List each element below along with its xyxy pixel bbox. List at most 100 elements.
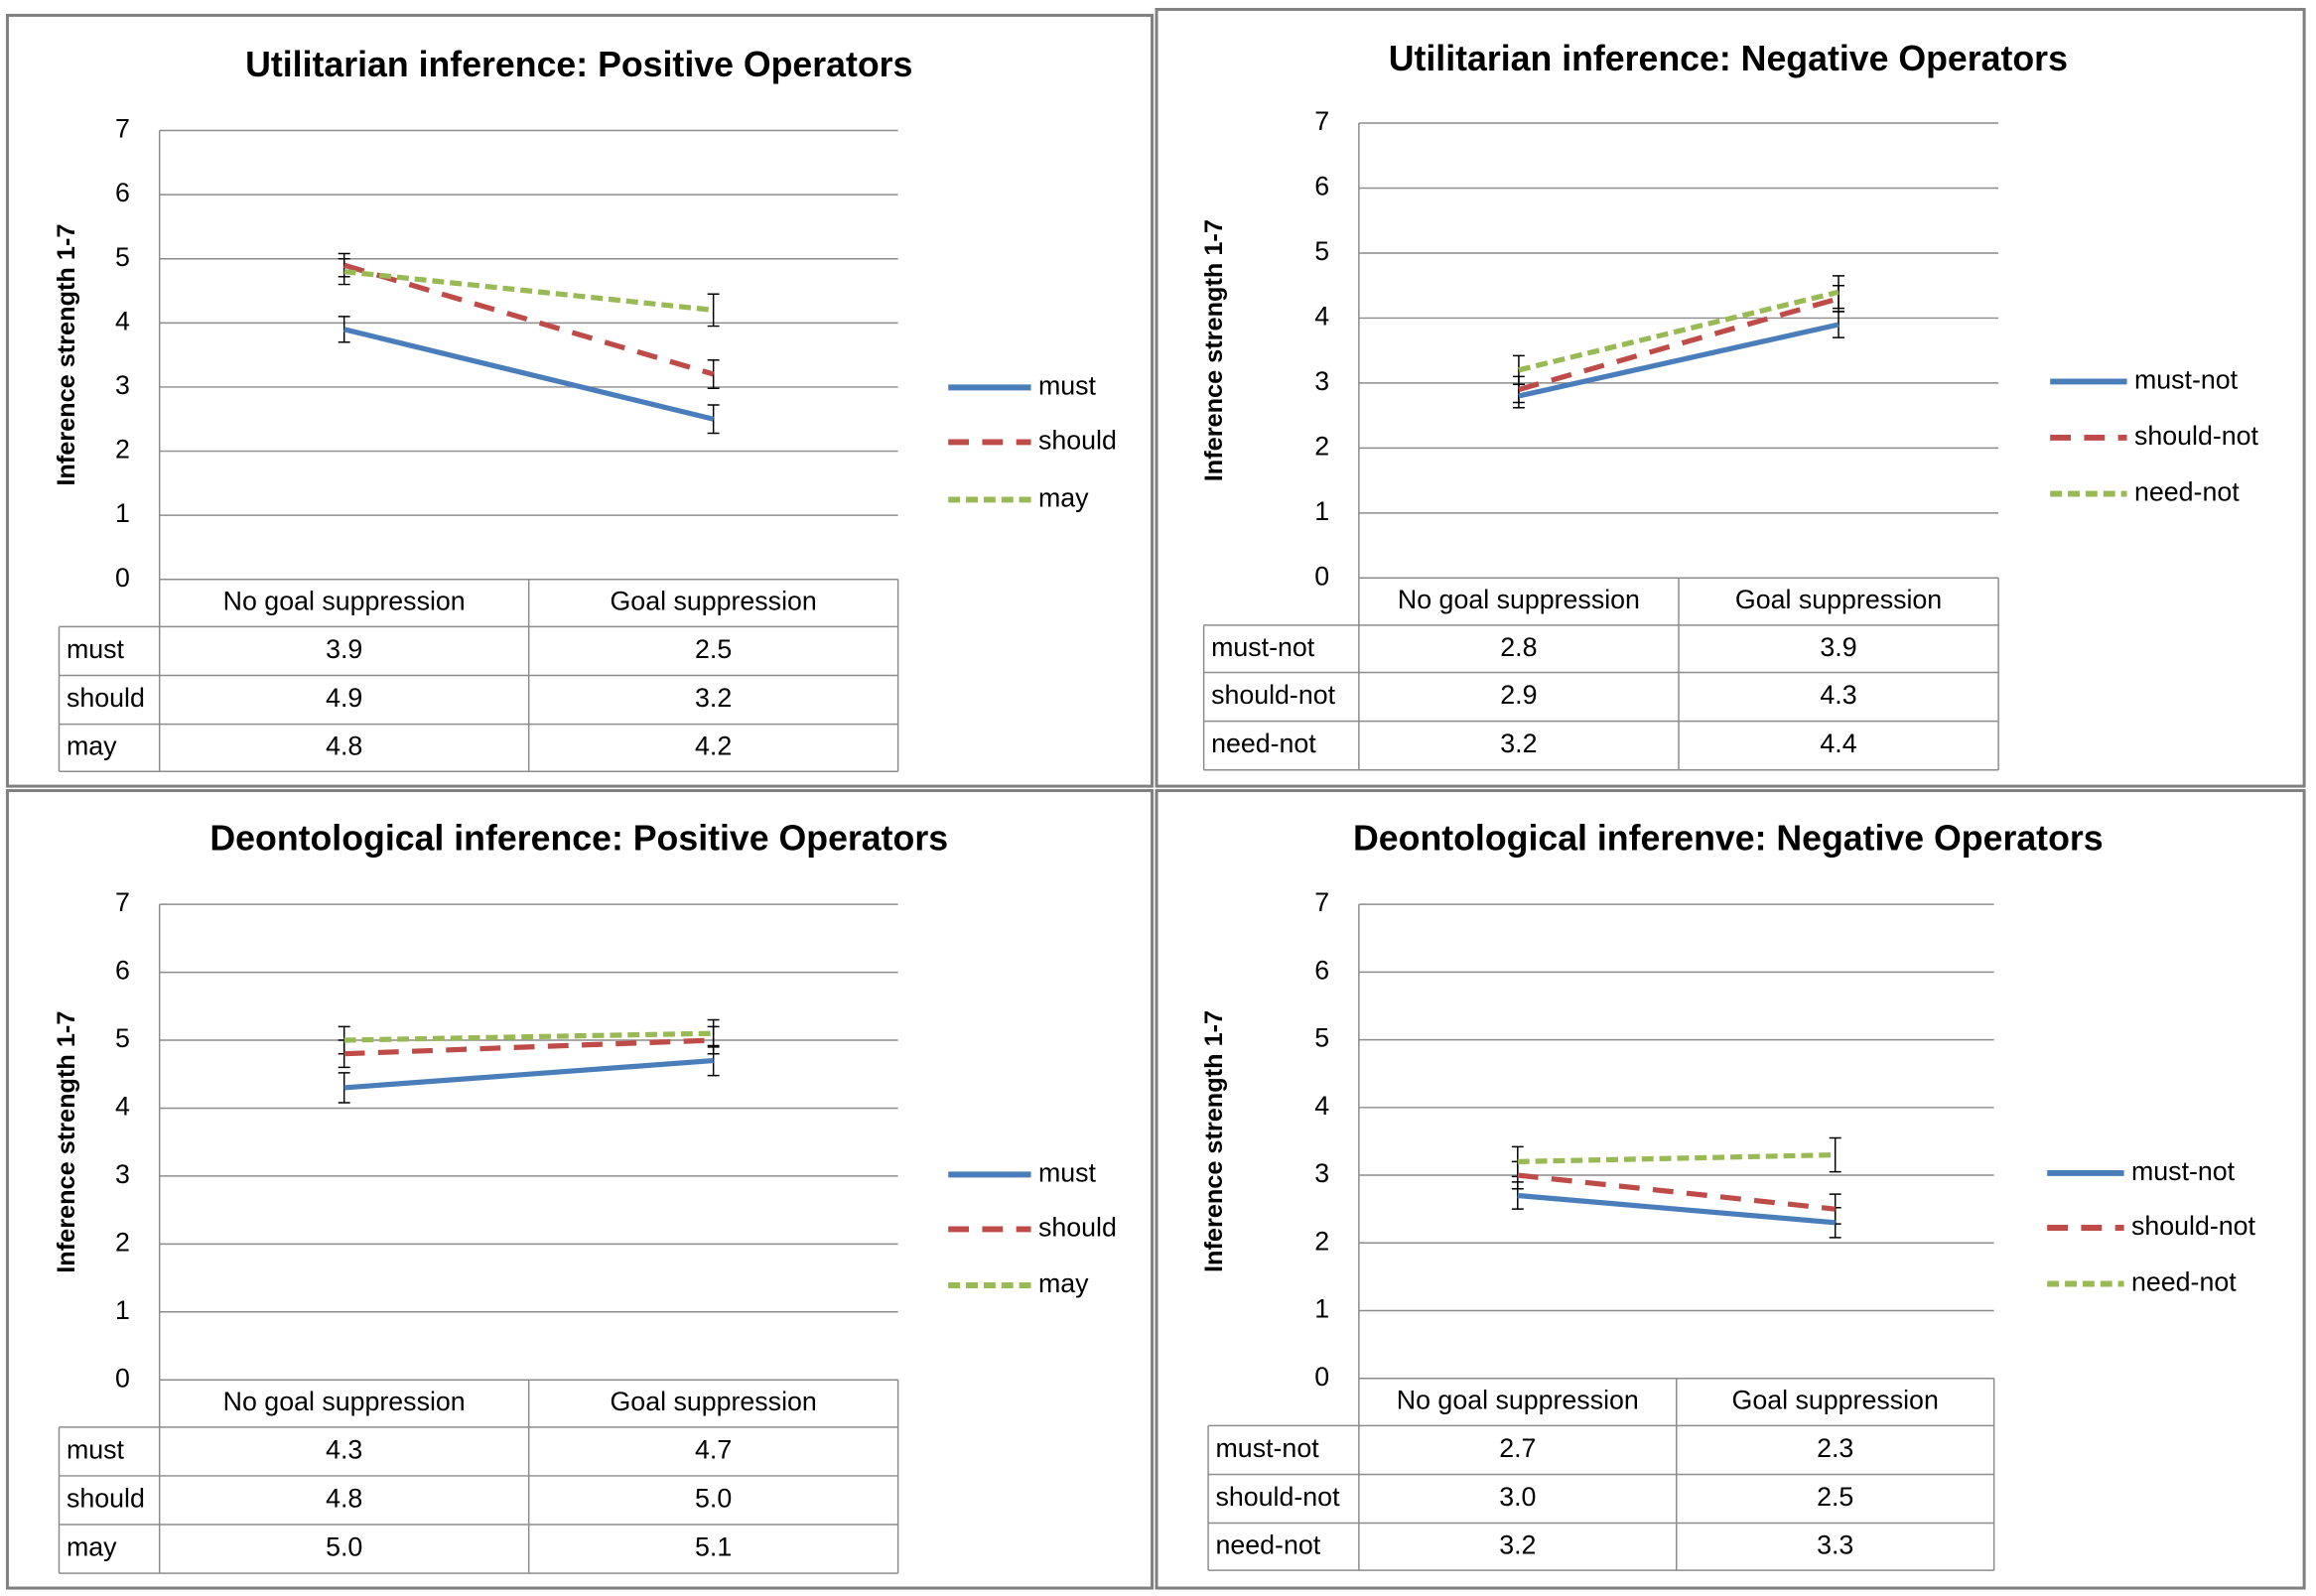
legend-label: may: [1038, 483, 1089, 513]
legend-label: need-not: [2131, 1267, 2237, 1297]
legend-label: must: [1038, 1157, 1097, 1187]
y-tick-label: 4: [115, 1092, 130, 1122]
table-header: No goal suppression: [223, 587, 466, 616]
y-tick-label: 6: [1314, 955, 1329, 985]
chart-title: Deontological inference: Positive Operat…: [209, 819, 948, 859]
y-tick-label: 3: [1314, 366, 1329, 396]
table-cell: 2.7: [1499, 1433, 1536, 1463]
table-cell: 4.4: [1820, 729, 1856, 758]
table-cell: 5.0: [695, 1484, 732, 1514]
y-tick-label: 1: [115, 1295, 130, 1325]
table-cell: 2.5: [1817, 1482, 1853, 1512]
y-tick-label: 6: [1314, 172, 1329, 201]
table-cell: 3.2: [1500, 729, 1537, 758]
table-header: Goal suppression: [610, 1387, 816, 1416]
y-axis-label: Inference strength 1-7: [53, 1011, 80, 1273]
y-tick-label: 2: [115, 435, 130, 465]
table-header: No goal suppression: [1398, 585, 1640, 614]
y-tick-label: 0: [115, 563, 130, 593]
chart-title: Utilitarian inference: Positive Operator…: [245, 45, 912, 84]
legend-label: need-not: [2134, 477, 2240, 507]
table-cell: 4.3: [326, 1434, 362, 1464]
series-line: [1518, 322, 1839, 399]
series-line: [1517, 1172, 1836, 1212]
series-line: [343, 1037, 714, 1057]
table-cell: 3.2: [1499, 1530, 1536, 1559]
y-tick-label: 7: [115, 114, 130, 144]
y-tick-label: 5: [1314, 236, 1329, 266]
panel-border: [1155, 789, 2306, 1590]
table-row-label: need-not: [1216, 1530, 1321, 1559]
table-row-label: should-not: [1211, 680, 1336, 710]
y-tick-label: 5: [1314, 1023, 1329, 1053]
table-cell: 3.0: [1499, 1482, 1536, 1512]
table-cell: 2.5: [695, 634, 732, 664]
y-tick-label: 0: [115, 1363, 130, 1393]
panel-border: [5, 789, 1155, 1590]
table-row-label: must-not: [1211, 632, 1315, 662]
table-cell: 3.9: [1820, 632, 1856, 662]
table-cell: 4.3: [1820, 680, 1856, 710]
y-tick-label: 3: [1314, 1158, 1329, 1188]
error-bar: [707, 1018, 720, 1048]
y-tick-label: 2: [1314, 431, 1329, 461]
series-line: [343, 269, 714, 313]
table-cell: 5.1: [695, 1532, 732, 1562]
table-row-label: must: [67, 634, 125, 664]
series-line: [1517, 1151, 1836, 1165]
table-cell: 5.0: [326, 1532, 362, 1562]
y-axis-label: Inference strength 1-7: [1200, 219, 1228, 481]
table-cell: 2.8: [1500, 632, 1537, 662]
error-bar: [338, 316, 350, 343]
table-row-label: should: [67, 1484, 145, 1514]
y-tick-label: 5: [115, 242, 130, 272]
panel-border: [5, 13, 1155, 788]
y-tick-label: 1: [1314, 496, 1329, 526]
y-tick-label: 4: [1314, 302, 1329, 332]
table-cell: 3.3: [1817, 1530, 1853, 1559]
table-cell: 4.8: [326, 731, 362, 760]
y-axis-label: Inference strength 1-7: [1200, 1010, 1228, 1272]
series-line: [1518, 296, 1839, 392]
y-tick-label: 3: [115, 1159, 130, 1189]
table-row-label: must: [67, 1434, 125, 1464]
y-tick-label: 7: [1314, 887, 1329, 917]
table-header: No goal suppression: [1397, 1386, 1639, 1415]
series-line: [342, 262, 715, 377]
table-header: Goal suppression: [1735, 585, 1942, 614]
y-tick-label: 1: [115, 498, 130, 528]
y-tick-label: 7: [115, 887, 130, 917]
chart-title: Utilitarian inference: Negative Operator…: [1389, 39, 2068, 78]
legend-label: should: [1038, 1213, 1117, 1243]
table-row-label: must-not: [1216, 1433, 1320, 1463]
legend-label: must: [1038, 370, 1097, 400]
legend-label: must-not: [2134, 364, 2239, 394]
y-tick-label: 4: [115, 306, 130, 335]
table-cell: 4.7: [695, 1434, 732, 1464]
y-tick-label: 2: [1314, 1226, 1329, 1256]
table-cell: 4.2: [695, 731, 732, 760]
error-bar: [1512, 354, 1525, 385]
table-cell: 2.9: [1500, 680, 1537, 710]
panel-border: [1155, 7, 2306, 788]
y-tick-label: 3: [115, 370, 130, 400]
legend-label: should-not: [2134, 421, 2259, 451]
table-cell: 4.9: [326, 683, 362, 713]
series-line: [343, 1057, 714, 1091]
table-row-label: need-not: [1211, 729, 1316, 758]
table-row-label: may: [67, 731, 117, 760]
table-row-label: may: [67, 1532, 117, 1562]
table-row-label: should: [67, 683, 145, 713]
y-tick-label: 0: [1314, 561, 1329, 591]
table-cell: 4.8: [326, 1484, 362, 1514]
legend-label: should: [1038, 425, 1117, 455]
table-cell: 3.9: [326, 634, 362, 664]
table-row-label: should-not: [1216, 1482, 1341, 1512]
y-tick-label: 6: [115, 178, 130, 207]
table-cell: 3.2: [695, 683, 732, 713]
series-line: [1518, 289, 1839, 373]
y-tick-label: 1: [1314, 1294, 1329, 1324]
legend-label: must-not: [2131, 1156, 2236, 1186]
legend-label: may: [1038, 1268, 1089, 1298]
